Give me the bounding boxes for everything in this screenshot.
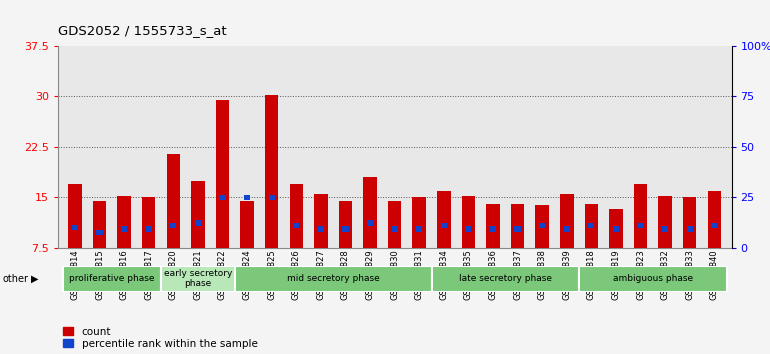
Bar [658,196,672,248]
Bar [539,223,545,228]
Bar [343,226,349,232]
Bar [216,100,229,248]
Bar [416,226,422,232]
Bar [383,46,407,248]
Bar [604,46,628,248]
Bar [628,46,653,248]
Bar [240,201,254,248]
Bar [588,223,594,228]
Bar [711,223,718,228]
Bar [678,46,702,248]
Bar [490,226,496,232]
Bar [407,46,431,248]
Bar [440,223,447,228]
Text: late secretory phase: late secretory phase [459,274,552,283]
Bar [235,46,259,248]
Bar [579,266,727,292]
Bar [486,204,500,248]
Bar [142,198,156,248]
Text: ▶: ▶ [31,274,38,284]
Bar [284,46,309,248]
Bar [269,195,275,200]
Bar [170,223,176,228]
Bar [653,46,678,248]
Bar [191,181,205,248]
Bar [413,198,426,248]
Bar [392,226,397,232]
Bar [87,46,112,248]
Bar [683,198,696,248]
Text: early secretory
phase: early secretory phase [164,269,232,289]
Bar [437,190,450,248]
Bar [702,46,727,248]
Bar [293,223,300,228]
Bar [530,46,554,248]
Bar [121,226,127,232]
Bar [613,226,619,232]
Bar [560,194,574,248]
Bar [367,220,373,225]
Bar [62,266,161,292]
Bar [662,226,668,232]
Bar [462,196,475,248]
Bar [708,190,721,248]
Bar [579,46,604,248]
Bar [431,46,456,248]
Text: other: other [2,274,28,284]
Bar [456,46,480,248]
Bar [554,46,579,248]
Bar [69,184,82,248]
Bar [358,46,383,248]
Bar [339,201,352,248]
Bar [363,177,377,248]
Text: proliferative phase: proliferative phase [69,274,155,283]
Bar [146,226,152,232]
Bar [687,226,693,232]
Bar [186,46,210,248]
Bar [117,196,131,248]
Legend: count, percentile rank within the sample: count, percentile rank within the sample [63,327,258,349]
Bar [309,46,333,248]
Bar [333,46,358,248]
Bar [195,220,201,225]
Text: mid secretory phase: mid secretory phase [286,274,380,283]
Bar [505,46,530,248]
Bar [634,184,648,248]
Bar [318,226,324,232]
Bar [235,266,431,292]
Bar [93,201,106,248]
Bar [564,226,570,232]
Bar [161,266,235,292]
Text: GDS2052 / 1555733_s_at: GDS2052 / 1555733_s_at [58,24,226,37]
Text: ambiguous phase: ambiguous phase [613,274,693,283]
Bar [259,46,284,248]
Bar [96,230,102,235]
Bar [584,204,598,248]
Bar [72,225,78,230]
Bar [265,95,279,248]
Bar [166,154,180,248]
Bar [314,194,327,248]
Bar [511,204,524,248]
Bar [514,226,521,232]
Bar [480,46,505,248]
Bar [638,223,644,228]
Bar [136,46,161,248]
Bar [244,195,250,200]
Bar [62,46,87,248]
Bar [388,201,401,248]
Bar [609,210,623,248]
Bar [465,226,471,232]
Bar [161,46,186,248]
Bar [290,184,303,248]
Bar [535,205,549,248]
Bar [112,46,136,248]
Bar [219,195,226,200]
Bar [431,266,579,292]
Bar [210,46,235,248]
